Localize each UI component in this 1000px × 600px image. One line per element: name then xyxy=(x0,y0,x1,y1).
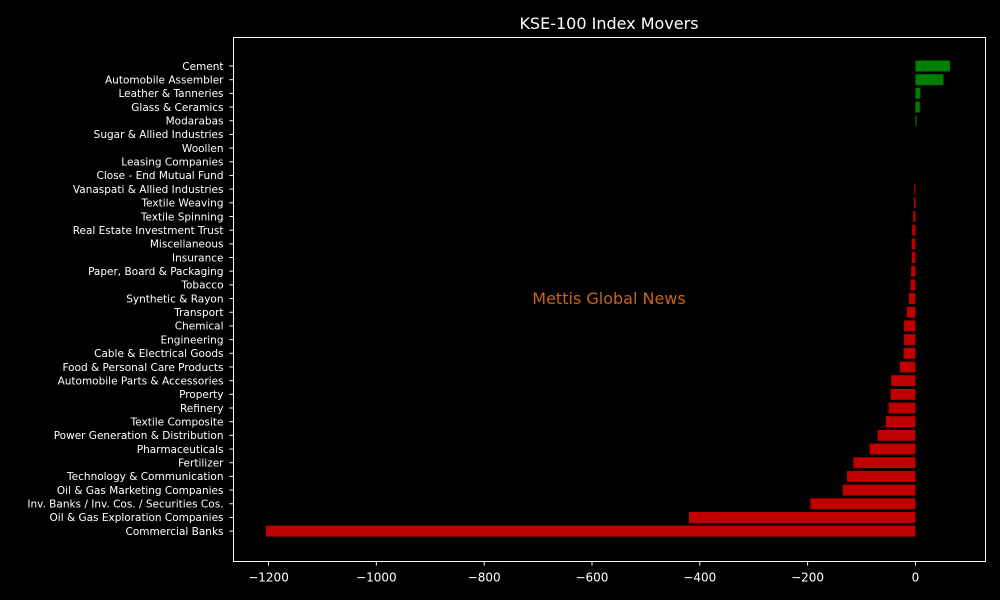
bar-chemical xyxy=(904,320,916,332)
bar-automobile-parts-accessories xyxy=(891,375,916,387)
y-tick-label-textile-weaving: Textile Weaving xyxy=(141,198,224,210)
y-tick-label-cable-electrical-goods: Cable & Electrical Goods xyxy=(94,348,223,360)
bar-textile-spinning xyxy=(913,211,916,222)
y-tick-label-refinery: Refinery xyxy=(180,403,224,415)
y-tick-label-synthetic-rayon: Synthetic & Rayon xyxy=(126,293,223,305)
bar-inv-banks-inv-cos-securities-cos xyxy=(810,498,916,510)
bar-miscellaneous xyxy=(911,238,916,250)
y-tick-label-automobile-parts-accessories: Automobile Parts & Accessories xyxy=(58,375,224,387)
plot-frame xyxy=(233,37,986,562)
y-tick-label-pharmaceuticals: Pharmaceuticals xyxy=(137,444,224,456)
x-tick-label: −1200 xyxy=(248,571,289,585)
bar-oil-gas-exploration-companies xyxy=(689,511,916,523)
y-tick-label-real-estate-investment-trust: Real Estate Investment Trust xyxy=(73,225,224,237)
bar-glass-ceramics xyxy=(915,101,920,113)
x-tick-label: 0 xyxy=(912,571,920,585)
y-tick-label-oil-gas-exploration-companies: Oil & Gas Exploration Companies xyxy=(50,512,224,524)
x-tick-label: −800 xyxy=(468,571,501,585)
bar-pharmaceuticals xyxy=(869,443,916,455)
bar-paper-board-packaging xyxy=(911,265,916,277)
watermark-text: Mettis Global News xyxy=(532,289,685,308)
bar-vanaspati-allied-industries xyxy=(914,183,916,195)
bar-oil-gas-marketing-companies xyxy=(842,484,916,496)
y-tick-label-cement: Cement xyxy=(182,61,223,73)
y-tick-label-oil-gas-marketing-companies: Oil & Gas Marketing Companies xyxy=(57,485,224,497)
chart-title: KSE-100 Index Movers xyxy=(519,14,698,33)
y-tick-label-paper-board-packaging: Paper, Board & Packaging xyxy=(88,266,223,278)
bar-insurance xyxy=(911,252,916,263)
y-tick-label-food-personal-care-products: Food & Personal Care Products xyxy=(62,362,223,374)
y-tick-label-inv-banks-inv-cos-securities-cos: Inv. Banks / Inv. Cos. / Securities Cos. xyxy=(27,499,223,511)
bar-transport xyxy=(906,306,916,318)
bar-power-generation-distribution xyxy=(877,429,916,441)
y-tick-label-property: Property xyxy=(179,389,223,401)
y-tick-label-commercial-banks: Commercial Banks xyxy=(126,526,224,538)
bar-leather-tanneries xyxy=(915,87,921,99)
bar-cable-electrical-goods xyxy=(903,347,916,359)
y-tick-label-modarabas: Modarabas xyxy=(166,116,224,128)
bar-refinery xyxy=(888,402,916,414)
bar-technology-communication xyxy=(846,470,916,482)
bar-fertilizer xyxy=(853,457,916,469)
y-tick-label-close-end-mutual-fund: Close - End Mutual Fund xyxy=(97,170,224,182)
bars-layer xyxy=(265,60,950,537)
y-tick-label-leasing-companies: Leasing Companies xyxy=(121,157,223,169)
y-tick-label-textile-composite: Textile Composite xyxy=(130,416,224,428)
y-tick-label-leather-tanneries: Leather & Tanneries xyxy=(118,88,223,100)
y-tick-label-engineering: Engineering xyxy=(161,334,224,346)
bar-synthetic-rayon xyxy=(908,293,916,305)
y-tick-label-power-generation-distribution: Power Generation & Distribution xyxy=(54,430,224,442)
bar-commercial-banks xyxy=(265,525,916,537)
y-tick-label-vanaspati-allied-industries: Vanaspati & Allied Industries xyxy=(73,184,224,196)
bar-tobacco xyxy=(910,279,916,291)
x-tick-label: −200 xyxy=(791,571,824,585)
y-tick-label-technology-communication: Technology & Communication xyxy=(66,471,223,483)
y-tick-label-insurance: Insurance xyxy=(172,252,224,264)
bar-textile-weaving xyxy=(913,197,916,209)
x-tick-label: −600 xyxy=(575,571,608,585)
y-tick-label-miscellaneous: Miscellaneous xyxy=(150,239,224,251)
y-tick-label-automobile-assembler: Automobile Assembler xyxy=(105,74,224,86)
bar-real-estate-investment-trust xyxy=(912,224,916,236)
bar-engineering xyxy=(904,334,916,346)
y-tick-label-tobacco: Tobacco xyxy=(180,280,223,292)
x-tick-label: −400 xyxy=(683,571,716,585)
bar-modarabas xyxy=(915,115,917,127)
y-tick-label-textile-spinning: Textile Spinning xyxy=(140,211,224,223)
bar-textile-composite xyxy=(885,416,916,428)
y-tick-label-chemical: Chemical xyxy=(175,321,224,333)
y-tick-label-transport: Transport xyxy=(173,307,223,319)
bar-food-personal-care-products xyxy=(899,361,916,373)
bar-cement xyxy=(915,60,950,72)
bar-automobile-assembler xyxy=(915,74,944,86)
y-tick-label-woollen: Woollen xyxy=(182,143,224,155)
x-tick-label: −1000 xyxy=(356,571,397,585)
y-tick-label-glass-ceramics: Glass & Ceramics xyxy=(131,102,223,114)
x-axis-ticks: −1200 −1000 −800 −600 −400 −200 0 xyxy=(248,561,920,585)
bar-property xyxy=(890,388,916,400)
y-tick-label-fertilizer: Fertilizer xyxy=(178,458,224,470)
y-tick-label-sugar-allied-industries: Sugar & Allied Industries xyxy=(94,129,224,141)
